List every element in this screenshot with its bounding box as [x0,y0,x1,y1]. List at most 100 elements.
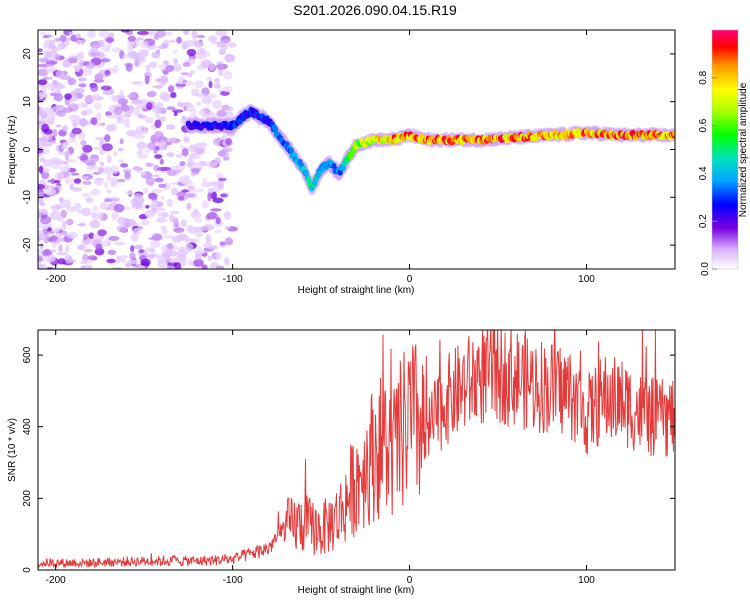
spectrogram-noise-blob [218,89,223,93]
spectrogram-noise-blob [60,209,67,219]
spectrogram-noise-blob [121,105,130,112]
spectrogram-noise-blob [214,229,222,234]
spectrogram-noise-blob [50,178,56,185]
spectrogram-noise-blob [78,83,87,88]
spectrogram-noise-blob [181,40,189,49]
spectrogram-noise-blob [144,209,156,218]
spectrogram-noise-blob [146,102,153,111]
y-tick-label: 20 [22,48,33,60]
spectrogram-noise-blob [44,253,56,263]
spectrogram-noise-blob [82,180,92,185]
spectrogram-noise-blob [170,187,179,196]
spectrogram-noise-blob [196,101,202,106]
spectrogram-noise-blob [78,102,87,108]
spectrogram-noise-blob [104,198,113,203]
spectrogram-noise-blob [94,73,104,82]
spectrogram-noise-blob [136,30,149,36]
colorbar-tick-label: 0.4 [698,166,709,180]
spectrogram-noise-blob [131,99,144,105]
spectrogram-noise-blob [152,85,164,89]
spectrogram-noise-blob [73,178,82,184]
spectrogram-noise-blob [38,266,45,269]
spectrogram-noise-blob [170,92,177,99]
spectrogram-noise-blob [113,151,118,157]
spectrogram-noise-blob [74,202,82,211]
spectrogram-noise-blob [215,30,228,37]
colorbar: 0.0 0.2 0.4 0.6 0.8 Normalized spectral ampl… [698,29,749,276]
spectrogram-noise-blob [94,177,105,181]
spectrogram-noise-blob [222,131,227,139]
spectrogram-noise-blob [100,161,105,166]
spectrogram-noise-blob [117,98,129,105]
spectrogram-noise-blob [194,218,203,223]
spectrogram-noise-blob [206,161,218,168]
spectrogram-noise-blob [92,205,98,211]
spectrogram-noise-blob [143,187,149,195]
spectrogram-noise-blob [207,187,214,194]
y-tick-label: -10 [22,190,33,205]
spectrogram-noise-blob [160,225,167,230]
spectrogram-noise-blob [212,251,222,261]
spectrogram-noise-blob [73,87,85,94]
spectrogram-noise-blob [193,258,204,267]
spectrogram-noise-blob [38,191,45,198]
x-tick-label: 100 [578,575,595,586]
spectrogram-noise-blob [183,135,191,144]
spectrogram-noise-blob [196,34,205,39]
spectrogram-noise-blob [155,30,166,38]
spectrogram-noise-blob [80,139,87,147]
spectrogram-noise-blob [119,227,127,233]
spectrogram-noise-blob [105,37,115,43]
spectrogram-noise-blob [221,193,229,198]
spectrogram-noise-blob [48,39,56,48]
spectrogram-noise-blob [64,93,72,100]
spectrogram-noise-blob [160,196,165,201]
spectrogram-noise-blob [38,106,44,115]
spectrogram-noise-blob [106,189,112,194]
spectrogram-noise-blob [212,99,222,109]
spectrogram-noise-blob [57,172,63,182]
spectrogram-noise-blob [195,232,204,238]
spectrogram-noise-blob [180,145,185,150]
spectrogram-noise-blob [140,171,147,176]
spectrogram-noise-blob [106,258,116,264]
spectrogram-noise-blob [95,243,103,251]
spectrogram-noise-blob [55,183,62,187]
spectrogram-noise-blob [104,181,109,188]
spectrogram-noise-blob [163,234,175,239]
spectrogram-noise-blob [46,69,54,74]
spectrogram-noise-blob [187,57,196,65]
spectrogram-noise-blob [50,249,57,253]
spectrogram-noise-blob [70,34,77,42]
spectrogram-noise-blob [180,72,190,76]
spectrogram-noise-blob [205,234,211,242]
spectrogram-noise-blob [129,252,136,260]
spectrogram-noise-blob [89,154,100,163]
spectrogram-noise-blob [61,141,70,147]
spectrogram-noise-blob [113,241,126,246]
spectrogram-noise-blob [45,60,58,65]
spectrogram-noise-blob [201,95,213,105]
spectrogram-noise-blob [38,124,42,130]
spectrogram-noise-blob [216,172,223,179]
spectrogram-noise-blob [67,77,77,86]
spectrogram-noise-blob [166,152,175,158]
spectrogram-noise-blob [219,241,226,246]
spectrogram-noise-blob [50,157,62,164]
spectrogram-noise-blob [99,202,109,210]
spectrogram-noise-blob [146,91,157,98]
spectrogram-noise-blob [84,95,96,103]
spectrogram-noise-blob [132,196,145,205]
spectrogram-noise-blob [182,62,191,67]
spectrogram-noise-blob [127,35,136,42]
spectrogram-noise-blob [194,188,205,193]
spectrogram-noise-blob [188,185,196,193]
spectrogram-noise-blob [115,255,121,264]
spectrogram-noise-blob [39,157,46,163]
spectrogram-noise-blob [158,116,166,122]
spectrogram-noise-blob [38,63,48,68]
spectrogram-noise-blob [190,210,202,219]
spectrogram-noise-blob [160,212,169,218]
spectrogram-noise-blob [138,264,146,269]
